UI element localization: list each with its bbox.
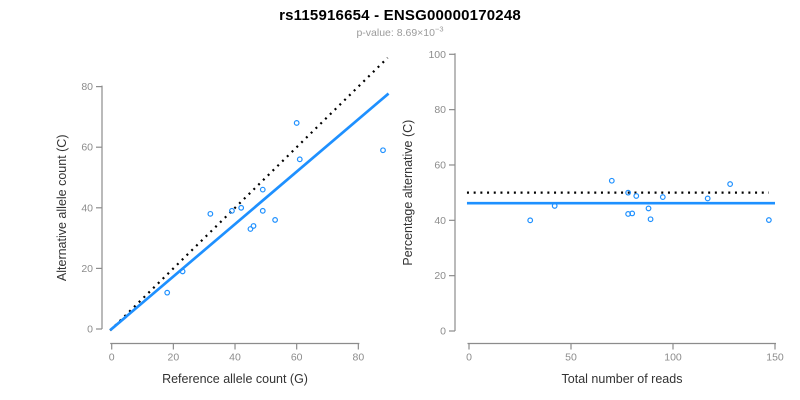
y-axis-title: Percentage alternative (C) xyxy=(401,120,415,266)
allele-count-scatter-panel: 0 20 40 60 80 0 20 40 60 80 Reference allele count… xyxy=(55,57,390,386)
x-tick-label: 150 xyxy=(766,352,784,364)
data-point xyxy=(629,210,636,217)
data-point xyxy=(765,217,772,223)
data-point xyxy=(272,217,278,223)
y-tick-label: 0 xyxy=(440,326,446,338)
x-tick-label: 80 xyxy=(352,352,364,364)
x-tick-label: 20 xyxy=(168,352,180,364)
y-tick-label: 0 xyxy=(87,324,93,336)
x-axis-title: Reference allele count (G) xyxy=(162,372,308,386)
percentage-scatter-panel: 0 50 100 150 0 20 40 60 80 100 Total number of rea… xyxy=(401,49,784,386)
y-tick-label: 40 xyxy=(434,215,446,227)
data-point xyxy=(625,189,632,196)
y-tick-label: 20 xyxy=(434,270,446,282)
y-tick-label: 100 xyxy=(428,49,446,61)
data-point xyxy=(259,186,266,193)
data-point xyxy=(551,203,558,209)
data-point xyxy=(645,205,652,212)
data-point xyxy=(250,223,257,229)
y-tick-label: 80 xyxy=(434,104,446,116)
data-point xyxy=(259,207,266,214)
data-point xyxy=(380,147,386,154)
x-axis-title: Total number of reads xyxy=(562,372,683,386)
y-tick-label: 60 xyxy=(81,142,93,154)
data-point xyxy=(659,194,666,200)
data-point xyxy=(238,204,245,211)
x-tick-label: 40 xyxy=(229,352,241,364)
data-point xyxy=(608,177,615,184)
y-tick-label: 20 xyxy=(81,263,93,275)
x-tick-label: 100 xyxy=(664,352,682,364)
x-tick-label: 0 xyxy=(109,352,115,364)
data-point xyxy=(207,210,214,217)
x-tick-label: 60 xyxy=(291,352,303,364)
data-point xyxy=(647,216,654,223)
fitted-proportion-line xyxy=(109,92,390,332)
x-tick-label: 0 xyxy=(466,352,472,364)
data-point xyxy=(247,226,254,232)
y-tick-label: 60 xyxy=(434,159,446,171)
data-point xyxy=(633,193,640,199)
data-point xyxy=(296,156,303,163)
data-point xyxy=(727,181,734,187)
y-tick-label: 80 xyxy=(81,81,93,93)
identity-line-y-equals-x xyxy=(109,57,389,332)
y-axis-title: Alternative allele count (C) xyxy=(55,134,69,281)
y-tick-label: 40 xyxy=(81,202,93,214)
data-point xyxy=(527,217,534,224)
data-point xyxy=(164,289,171,296)
x-tick-label: 50 xyxy=(565,352,577,364)
data-point xyxy=(179,268,186,275)
data-point xyxy=(229,207,235,214)
data-point xyxy=(293,120,300,126)
data-point xyxy=(704,195,711,202)
